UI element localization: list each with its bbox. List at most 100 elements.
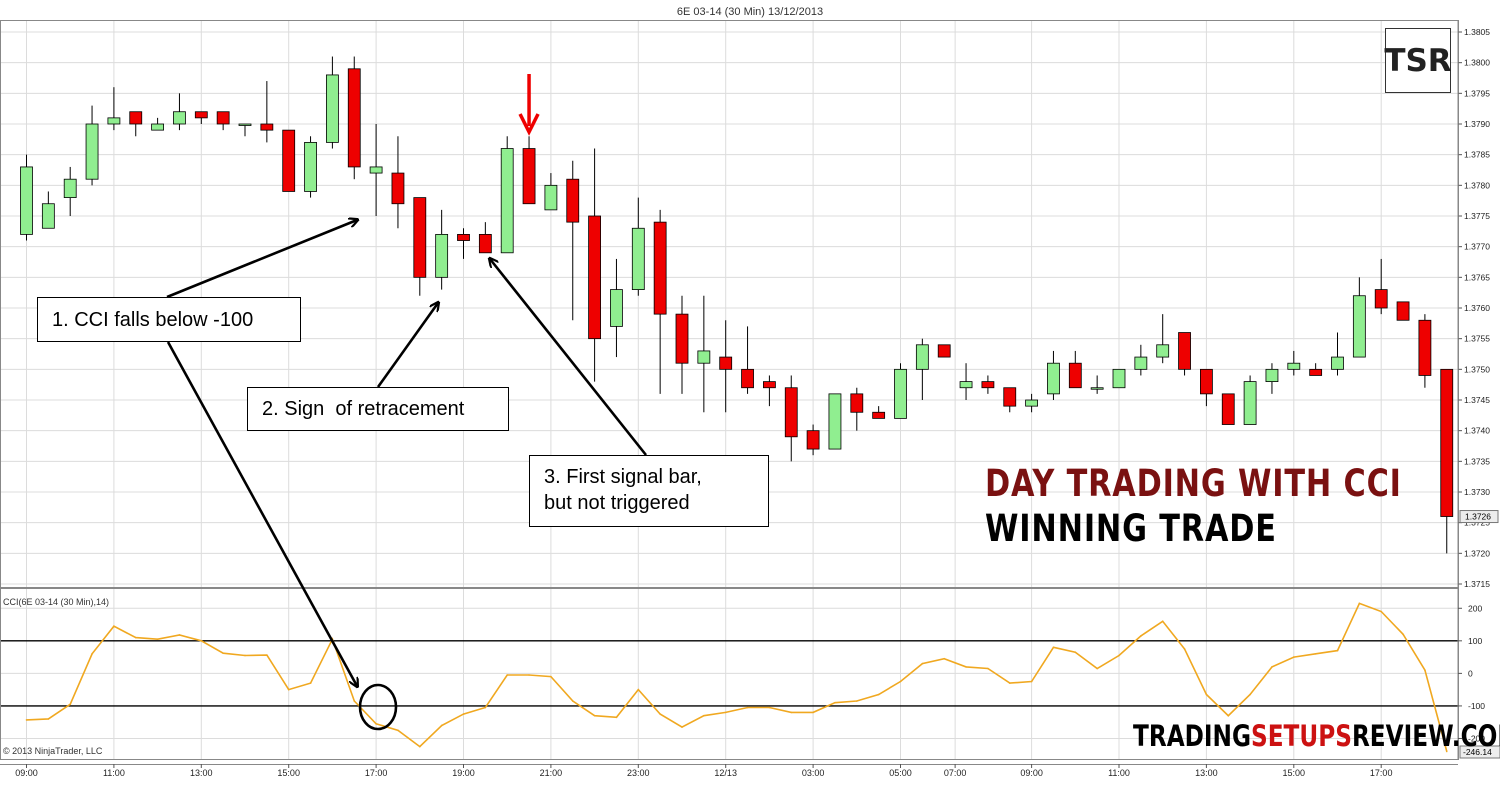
- price-tick-label: 1.3760: [1464, 303, 1490, 313]
- cci-point: [899, 680, 902, 683]
- candle-up: [173, 111, 186, 125]
- candle-down: [872, 411, 886, 419]
- annotation-box-2: 2. Sign of retracement: [247, 387, 509, 431]
- price-tick-label: 1.3770: [1464, 242, 1490, 252]
- time-tick-label: 07:00: [944, 768, 967, 778]
- banner-line-1: DAY TRADING WITH CCI: [985, 462, 1402, 505]
- cci-point: [375, 723, 377, 725]
- cci-point: [768, 706, 771, 709]
- candle-up: [304, 141, 317, 192]
- time-tick-label: 09:00: [15, 768, 38, 778]
- candle-up: [1156, 344, 1170, 358]
- brand-part-1: TRADING: [1133, 719, 1251, 753]
- cci-point: [69, 703, 71, 706]
- cci-cross-circle: [358, 683, 398, 731]
- cci-point: [1293, 656, 1295, 658]
- cci-point: [877, 693, 880, 696]
- price-tick-label: 1.3800: [1464, 58, 1490, 68]
- price-tick-label: 1.3715: [1464, 579, 1490, 589]
- brand-part-2: SETUPS: [1251, 719, 1352, 753]
- candle-down: [282, 129, 296, 192]
- cci-point: [1118, 654, 1120, 657]
- cci-point: [200, 640, 203, 642]
- cci-point: [1380, 610, 1382, 613]
- cci-point: [484, 706, 487, 709]
- cci-tick-label: 200: [1468, 603, 1482, 613]
- cci-point: [724, 711, 727, 714]
- price-tick-label: 1.3755: [1464, 334, 1490, 344]
- cci-point: [1271, 666, 1273, 668]
- cci-point: [615, 716, 618, 719]
- candle-down: [806, 430, 820, 450]
- time-tick-label: 05:00: [889, 768, 912, 778]
- price-tick-label: 1.3775: [1464, 211, 1490, 221]
- candle-up: [85, 123, 99, 180]
- cci-point: [1030, 680, 1033, 683]
- cci-point: [943, 657, 945, 660]
- candle-down: [588, 215, 601, 340]
- price-tick-label: 1.3740: [1464, 426, 1490, 436]
- annotation-3-line-2: but not triggered: [544, 492, 690, 514]
- last-price-marker: [1459, 510, 1499, 524]
- cci-point: [309, 682, 312, 684]
- price-tick-label: 1.3735: [1464, 456, 1490, 466]
- price-tick-label: 1.3730: [1464, 487, 1490, 497]
- cci-point: [528, 674, 530, 676]
- candle-up: [107, 117, 121, 125]
- cci-point: [593, 714, 596, 717]
- last-price-label: 1.3726: [1465, 512, 1491, 522]
- cci-point: [1227, 714, 1230, 717]
- cci-point: [1161, 620, 1164, 623]
- candle-down: [784, 387, 798, 438]
- time-tick-label: 23:00: [627, 768, 650, 778]
- candle-up: [697, 350, 711, 364]
- price-tick-label: 1.3795: [1464, 88, 1490, 98]
- candle-up: [1352, 295, 1366, 358]
- cci-point: [397, 729, 399, 732]
- cci-point: [1402, 633, 1404, 636]
- cci-point: [1074, 651, 1077, 654]
- annotation-1-arrow-to-cci: [166, 341, 357, 686]
- time-tick-label: 13:00: [1195, 768, 1218, 778]
- cci-point: [1140, 635, 1142, 637]
- candle-up: [20, 166, 33, 235]
- price-tick-label: 1.3785: [1464, 150, 1490, 160]
- candle-up: [1047, 362, 1060, 395]
- cci-point: [1336, 649, 1339, 652]
- brand-part-3: REVIEW.COM: [1351, 719, 1500, 753]
- candle-up: [915, 344, 929, 370]
- cci-point: [637, 688, 640, 691]
- cci-point: [1052, 646, 1055, 649]
- price-tick-label: 1.3780: [1464, 180, 1490, 190]
- cci-point: [1249, 693, 1251, 696]
- cci-tick-label: -100: [1468, 701, 1485, 711]
- cci-point: [47, 718, 50, 720]
- candle-down: [1418, 319, 1432, 376]
- candle-down: [1440, 368, 1454, 517]
- cci-point: [550, 675, 552, 678]
- cci-point: [1205, 693, 1208, 696]
- candle-down: [937, 344, 951, 358]
- time-tick-label: 13:00: [190, 768, 213, 778]
- candle-down: [1396, 301, 1410, 321]
- candle-up: [1025, 399, 1038, 407]
- cci-point: [856, 700, 858, 702]
- candle-down: [478, 233, 492, 254]
- annotation-3-arrow: [490, 259, 648, 456]
- candle-up: [959, 381, 973, 389]
- candle-down: [522, 148, 536, 205]
- cci-point: [1008, 682, 1011, 684]
- cci-point: [91, 653, 93, 655]
- time-tick-label: 17:00: [1370, 768, 1393, 778]
- candle-down: [741, 368, 754, 389]
- annotation-3-line-1: 3. First signal bar,: [544, 466, 702, 488]
- annotation-box-1: 1. CCI falls below -100: [37, 297, 301, 342]
- candle-down: [347, 68, 361, 168]
- time-tick-label: 19:00: [452, 768, 475, 778]
- price-tick-label: 1.3790: [1464, 119, 1490, 129]
- annotation-2-arrow: [376, 303, 438, 388]
- cci-tick-label: -200: [1468, 733, 1485, 743]
- candle-up: [1331, 356, 1344, 370]
- cci-point: [178, 634, 181, 636]
